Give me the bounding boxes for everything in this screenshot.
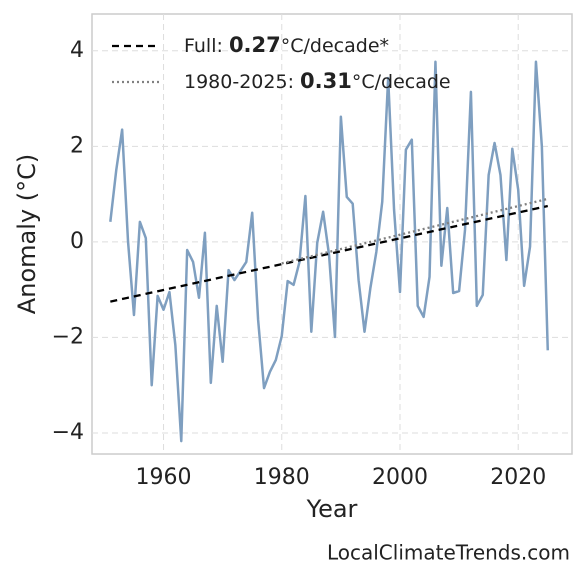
- trend-line: [110, 204, 549, 303]
- y-tick-label: −2: [52, 324, 84, 349]
- x-tick-label: 2020: [490, 465, 546, 490]
- x-tick-label: 1960: [136, 465, 192, 490]
- legend-text: °C/decade*: [281, 35, 389, 57]
- y-axis-label: Anomaly (°C): [13, 154, 41, 314]
- trend-line: [281, 197, 549, 265]
- y-tick-label: 2: [70, 133, 84, 158]
- legend-text: 1980-2025:: [184, 71, 300, 93]
- y-tick-label: 4: [70, 38, 84, 63]
- footer: LocalClimateTrends.com: [327, 541, 570, 565]
- y-tick-label: 0: [70, 229, 84, 254]
- x-tick-label: 2000: [372, 465, 428, 490]
- y-tick-label: −4: [52, 420, 84, 445]
- legend-text: °C/decade: [352, 71, 451, 93]
- x-axis-label: Year: [306, 495, 358, 523]
- plot-area: [91, 13, 573, 455]
- x-tick-label: 1980: [254, 465, 310, 490]
- data-line: [109, 60, 550, 443]
- legend-text: Full:: [184, 35, 229, 57]
- legend-label: Full: 0.27°C/decade*: [184, 33, 389, 57]
- legend-text: 0.27: [229, 33, 281, 57]
- legend-text: 0.31: [300, 69, 352, 93]
- legend-label: 1980-2025: 0.31°C/decade: [184, 69, 451, 93]
